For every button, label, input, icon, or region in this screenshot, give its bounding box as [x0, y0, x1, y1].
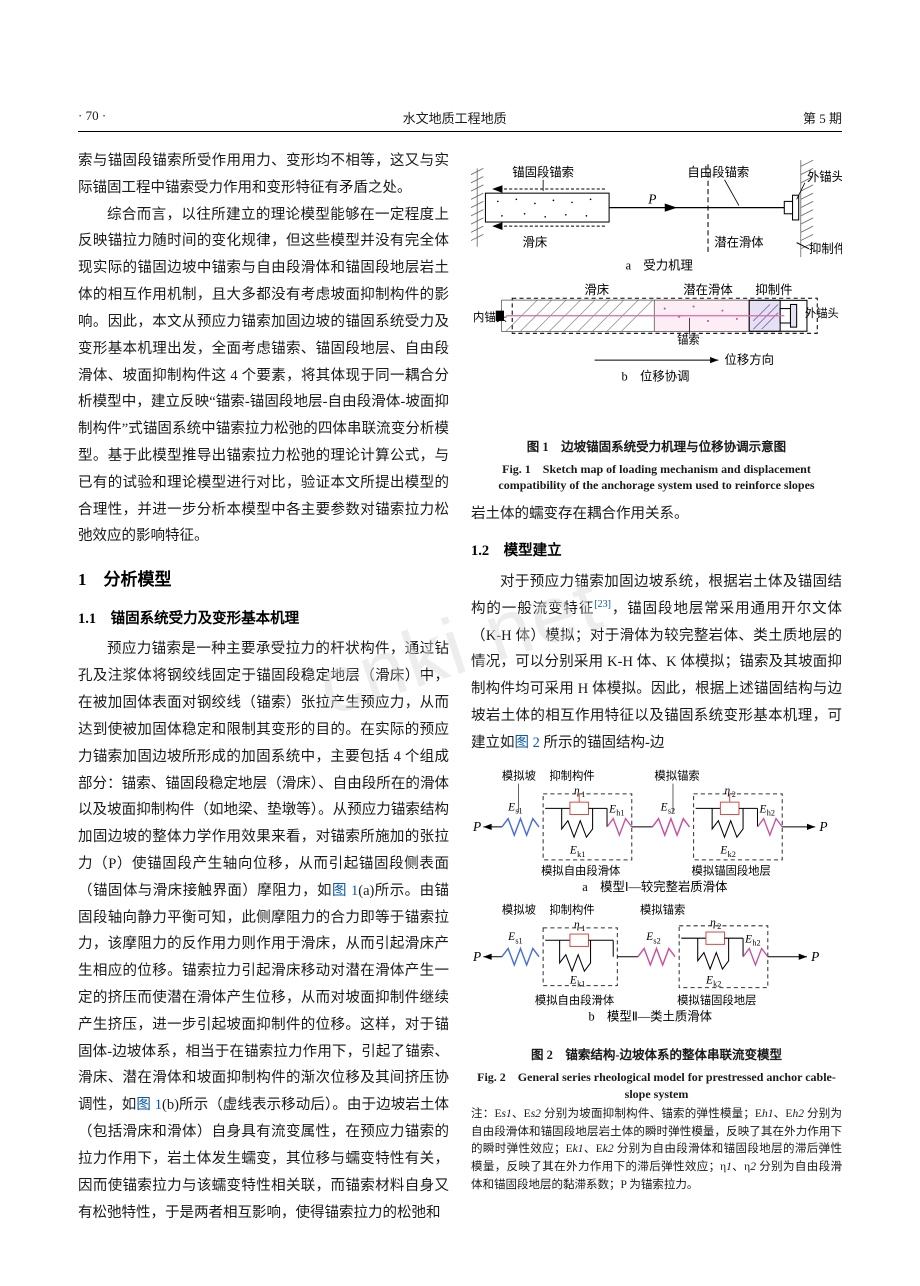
journal-title: 水文地质工程地质 — [106, 108, 803, 127]
svg-text:E: E — [569, 844, 577, 856]
fig1-label: 滑床 — [584, 283, 609, 297]
fig1-label: 自由段锚索 — [687, 165, 749, 180]
svg-text:P: P — [472, 819, 481, 834]
fig1-label: 潜在滑体 — [683, 283, 733, 297]
svg-text:P: P — [818, 819, 827, 834]
fig1-label: 内锚头 — [473, 310, 507, 324]
fig1-label: 滑床 — [523, 236, 548, 250]
svg-text:E: E — [608, 803, 616, 815]
fig1-sublabel-b: b 位移协调 — [621, 369, 689, 384]
svg-text:2: 2 — [717, 921, 721, 930]
figure-1: P — [471, 154, 842, 493]
page-number: · 70 · — [78, 108, 106, 127]
svg-text:k2: k2 — [713, 979, 721, 988]
subsection-heading: 1.2 模型建立 — [471, 538, 842, 565]
figure-1-caption-cn: 图 1 边坡锚固系统受力机理与位移协调示意图 — [471, 436, 842, 459]
svg-text:h2: h2 — [752, 938, 760, 947]
svg-text:E: E — [569, 974, 577, 986]
para: 综合而言，以往所建立的理论模型能够在一定程度上反映锚拉力随时间的变化规律，但这些… — [78, 202, 449, 551]
right-column: P — [471, 148, 842, 1226]
svg-text:E: E — [719, 844, 727, 856]
fig2-label: 模拟锚索 — [640, 902, 685, 916]
figure-ref-link[interactable]: 图 1 — [136, 1097, 162, 1113]
fig2-label: 模拟自由段滑体 — [541, 863, 621, 877]
figure-2-note: 注：Es1、Es2 分别为坡面抑制构件、锚索的弹性模量；Eh1、Eh2 分别为自… — [471, 1106, 842, 1195]
svg-text:P: P — [472, 948, 481, 963]
para: 预应力锚索是一种主要承受拉力的杆状构件，通过钻孔及注浆体将钢绞线固定于锚固段稳定… — [78, 636, 449, 1226]
text: 所示的锚固结构-边 — [540, 735, 664, 751]
svg-text:s1: s1 — [515, 936, 522, 945]
svg-text:E: E — [744, 933, 752, 945]
svg-text:k1: k1 — [577, 849, 585, 858]
subsection-heading: 1.1 锚固系统受力及变形基本机理 — [78, 606, 449, 633]
page-header: · 70 · 水文地质工程地质 第 5 期 — [78, 108, 842, 132]
fig1-label: 潜在滑体 — [714, 236, 764, 250]
para: 索与锚固段锚索所受作用用力、变形均不相等，这又与实际锚固工程中锚索受力作用和变形… — [78, 148, 449, 202]
fig2-label: 模拟坡 — [502, 768, 536, 782]
svg-text:E: E — [660, 801, 668, 813]
figure-2: P Es1 η1 — [471, 763, 842, 1195]
text: (b)所示（虚线表示移动后）。由于边坡岩土体（包括滑床和滑体）自身具有流变属性，… — [78, 1097, 449, 1220]
svg-text:η: η — [574, 918, 580, 930]
fig1-label: 抑制件 — [755, 282, 792, 297]
fig1-label: 锚固段锚索 — [512, 165, 574, 180]
svg-text:η: η — [574, 784, 580, 796]
figure-ref-link[interactable]: 图 1 — [332, 883, 358, 899]
issue-number: 第 5 期 — [803, 108, 842, 127]
section-heading: 1 分析模型 — [78, 564, 449, 595]
svg-text:P: P — [810, 948, 819, 963]
svg-text:h2: h2 — [767, 808, 775, 817]
figure-2-caption-cn: 图 2 锚索结构-边坡体系的整体串联流变模型 — [471, 1044, 842, 1067]
fig2-label: 模拟坡 — [502, 902, 536, 916]
svg-text:E: E — [759, 803, 767, 815]
citation-link[interactable]: [23] — [594, 599, 611, 610]
svg-text:s2: s2 — [668, 806, 675, 815]
text: (a)所示。由锚固段轴向静力平衡可知，此侧摩阻力的合力即等于锚索拉力，该摩阻力的… — [78, 883, 449, 1114]
two-column-layout: 索与锚固段锚索所受作用用力、变形均不相等，这又与实际锚固工程中锚索受力作用和变形… — [78, 148, 842, 1226]
svg-text:s1: s1 — [515, 806, 522, 815]
page: · 70 · 水文地质工程地质 第 5 期 索与锚固段锚索所受作用用力、变形均不… — [0, 0, 920, 1286]
figure-2-svg: P Es1 η1 — [471, 763, 842, 1031]
fig2-sublabel-a: a 模型Ⅰ—较完整岩质滑体 — [582, 878, 728, 893]
fig1-label: 位移方向 — [725, 352, 774, 367]
fig2-label: 抑制构件 — [549, 768, 594, 782]
svg-text:1: 1 — [581, 790, 585, 799]
figure-2-caption-en: Fig. 2 General series rheological model … — [471, 1069, 842, 1101]
svg-text:E: E — [645, 931, 653, 943]
svg-text:h1: h1 — [616, 808, 624, 817]
svg-text:k2: k2 — [728, 849, 736, 858]
fig1-label: 外锚头 — [805, 306, 839, 320]
figure-1-svg: P — [471, 154, 842, 422]
figure-1-caption-en: Fig. 1 Sketch map of loading mechanism a… — [471, 461, 842, 493]
svg-text:E: E — [705, 974, 713, 986]
fig1-label: 外锚头 — [807, 169, 842, 184]
svg-text:η: η — [710, 916, 716, 928]
para: 对于预应力锚索加固边坡系统，根据岩土体及锚固结构的一般流变特征[23]，锚固段地… — [471, 569, 842, 757]
fig2-label: 模拟锚索 — [654, 768, 699, 782]
svg-text:k1: k1 — [577, 979, 585, 988]
svg-text:η: η — [725, 784, 731, 796]
svg-text:s2: s2 — [653, 936, 660, 945]
fig1-label: 抑制件 — [809, 241, 842, 256]
left-column: 索与锚固段锚索所受作用用力、变形均不相等，这又与实际锚固工程中锚索受力作用和变形… — [78, 148, 449, 1226]
fig2-label: 模拟锚固段地层 — [677, 993, 756, 1007]
fig1-label-P: P — [647, 191, 656, 206]
figure-ref-link[interactable]: 图 2 — [515, 735, 540, 751]
fig1-sublabel-a: a 受力机理 — [626, 258, 693, 272]
fig2-sublabel-b: b 模型Ⅱ—类土质滑体 — [588, 1009, 712, 1023]
svg-text:1: 1 — [581, 924, 585, 933]
para: 岩土体的蠕变存在耦合作用关系。 — [471, 501, 842, 528]
svg-text:2: 2 — [732, 790, 736, 799]
svg-text:E: E — [507, 931, 515, 943]
text: ，锚固段地层常采用通用开尔文体（K-H 体）模拟；对于滑体为较完整岩体、类土质地… — [471, 601, 842, 751]
fig1-label: 锚索 — [677, 333, 700, 347]
fig2-label: 抑制构件 — [549, 902, 594, 916]
text: 预应力锚索是一种主要承受拉力的杆状构件，通过钻孔及注浆体将钢绞线固定于锚固段稳定… — [78, 641, 449, 898]
fig2-label: 模拟锚固段地层 — [692, 863, 771, 877]
fig2-label: 模拟自由段滑体 — [535, 993, 615, 1007]
svg-text:E: E — [507, 801, 515, 813]
